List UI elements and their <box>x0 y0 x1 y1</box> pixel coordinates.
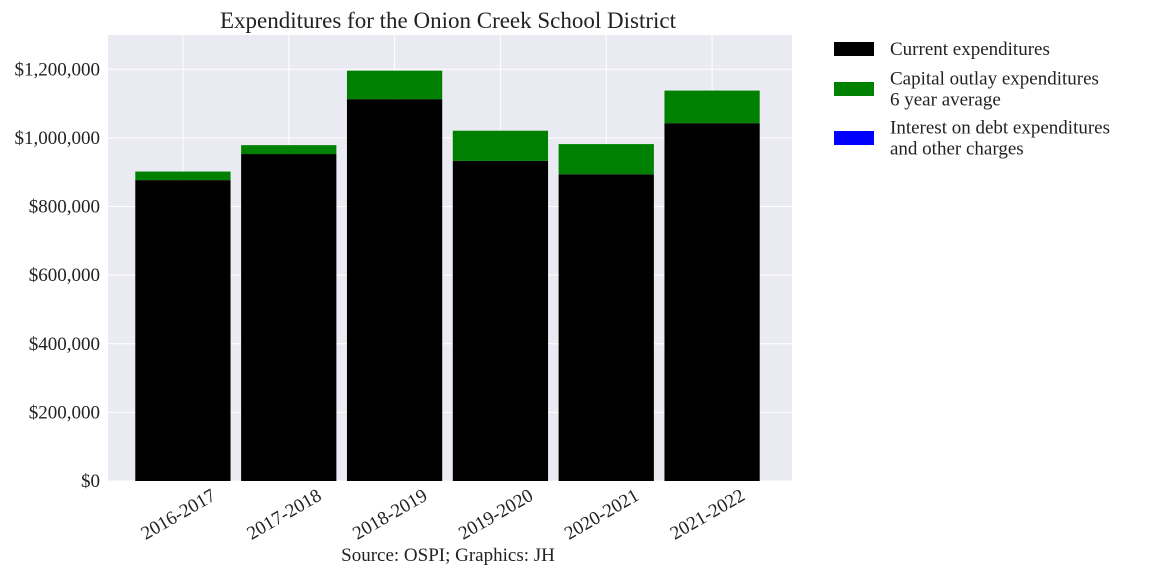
y-tick-label: $400,000 <box>29 334 100 355</box>
bar-2016-2017-series-0 <box>135 180 231 482</box>
x-tick-label: 2020-2021 <box>561 485 643 544</box>
chart-title: Expenditures for the Onion Creek School … <box>220 8 677 33</box>
bar-2021-2022-series-0 <box>664 123 760 481</box>
bar-2017-2018-series-0 <box>241 154 337 481</box>
y-tick-label: $200,000 <box>29 402 100 423</box>
legend-label: Current expenditures <box>890 39 1050 60</box>
y-axis-tick-labels: $0 $200,000 $400,000 $600,000 $800,000 $1,000… <box>15 59 101 492</box>
legend-label: and other charges <box>890 139 1024 160</box>
bar-2018-2019-series-1 <box>346 70 443 100</box>
legend-swatch <box>834 131 874 145</box>
x-tick-label: 2017-2018 <box>243 485 325 544</box>
bar-2017-2018-series-1 <box>241 145 337 155</box>
y-tick-label: $600,000 <box>29 265 100 286</box>
x-axis-tick-labels: 2016-2017 2017-2018 2018-2019 2019-2020 2020… <box>138 485 749 544</box>
y-tick-label: $800,000 <box>29 197 100 218</box>
source-caption: Source: OSPI; Graphics: JH <box>341 545 555 566</box>
x-tick-label: 2019-2020 <box>455 485 537 544</box>
legend: Current expenditures Capital outlay expen… <box>834 39 1110 160</box>
bar-2016-2017-series-1 <box>135 171 231 181</box>
legend-swatch <box>834 82 874 96</box>
legend-label: 6 year average <box>890 90 1001 111</box>
y-tick-label: $1,200,000 <box>15 59 101 80</box>
bar-2020-2021-series-1 <box>558 144 654 175</box>
bars <box>135 70 760 482</box>
bar-2019-2020-series-0 <box>452 160 549 481</box>
x-tick-label: 2018-2019 <box>349 485 431 544</box>
bar-2018-2019-series-0 <box>346 99 443 481</box>
bar-2021-2022-series-1 <box>664 90 760 124</box>
legend-swatch <box>834 42 874 56</box>
legend-label: Capital outlay expenditures <box>890 69 1099 90</box>
x-tick-label: 2016-2017 <box>138 485 220 544</box>
legend-label: Interest on debt expenditures <box>890 118 1110 139</box>
bar-2019-2020-series-1 <box>452 130 549 161</box>
bar-2020-2021-series-0 <box>558 174 654 481</box>
y-tick-label: $1,000,000 <box>15 128 101 149</box>
y-tick-label: $0 <box>81 471 100 492</box>
x-tick-label: 2021-2022 <box>667 485 749 544</box>
